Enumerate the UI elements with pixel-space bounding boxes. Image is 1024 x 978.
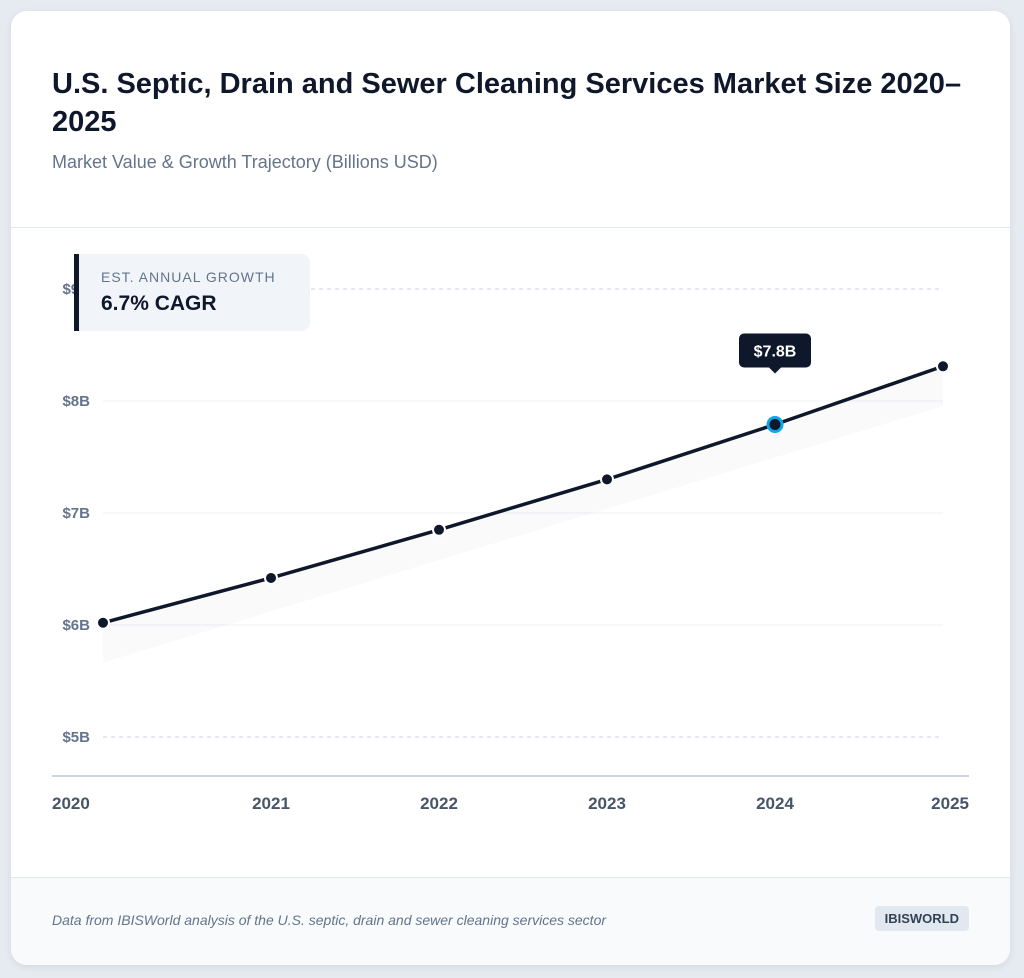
card-header: U.S. Septic, Drain and Sewer Cleaning Se…	[11, 11, 1010, 228]
data-point	[96, 615, 110, 630]
chart-title: U.S. Septic, Drain and Sewer Cleaning Se…	[52, 68, 962, 138]
tooltip-pointer	[769, 367, 781, 374]
callout-label: EST. ANNUAL GROWTH	[101, 269, 276, 285]
tooltip-box	[739, 333, 811, 368]
tooltip-label: $7.8B	[754, 344, 797, 361]
source-badge: IBISWORLD	[874, 906, 969, 931]
y-tick-label: $8B	[62, 393, 90, 410]
value-tooltip: $7.8B	[739, 333, 811, 374]
chart-subtitle: Market Value & Growth Trajectory (Billio…	[52, 152, 438, 172]
x-tick-label: 2022	[420, 794, 458, 813]
y-tick-label: $7B	[62, 505, 90, 522]
y-tick-label: $6B	[62, 617, 90, 634]
data-point	[600, 472, 614, 487]
x-tick-label: 2021	[252, 794, 290, 813]
source-note: Data from IBISWorld analysis of the U.S.…	[52, 912, 607, 928]
data-point	[432, 522, 446, 537]
series-line	[102, 364, 944, 625]
x-tick-label: 2023	[588, 794, 626, 813]
callout-value: 6.7% CAGR	[101, 292, 217, 315]
x-tick-label: 2025	[931, 794, 969, 813]
x-tick-label: 2020	[52, 794, 90, 813]
data-point	[936, 359, 950, 374]
y-tick-label: $5B	[62, 729, 90, 746]
highlight-point	[766, 416, 784, 434]
x-tick-label: 2024	[756, 794, 794, 813]
chart-card: U.S. Septic, Drain and Sewer Cleaning Se…	[11, 11, 1010, 965]
card-footer: Data from IBISWorld analysis of the U.S.…	[11, 877, 1010, 965]
data-point	[264, 570, 278, 585]
cagr-callout: EST. ANNUAL GROWTH 6.7% CAGR	[74, 254, 310, 331]
